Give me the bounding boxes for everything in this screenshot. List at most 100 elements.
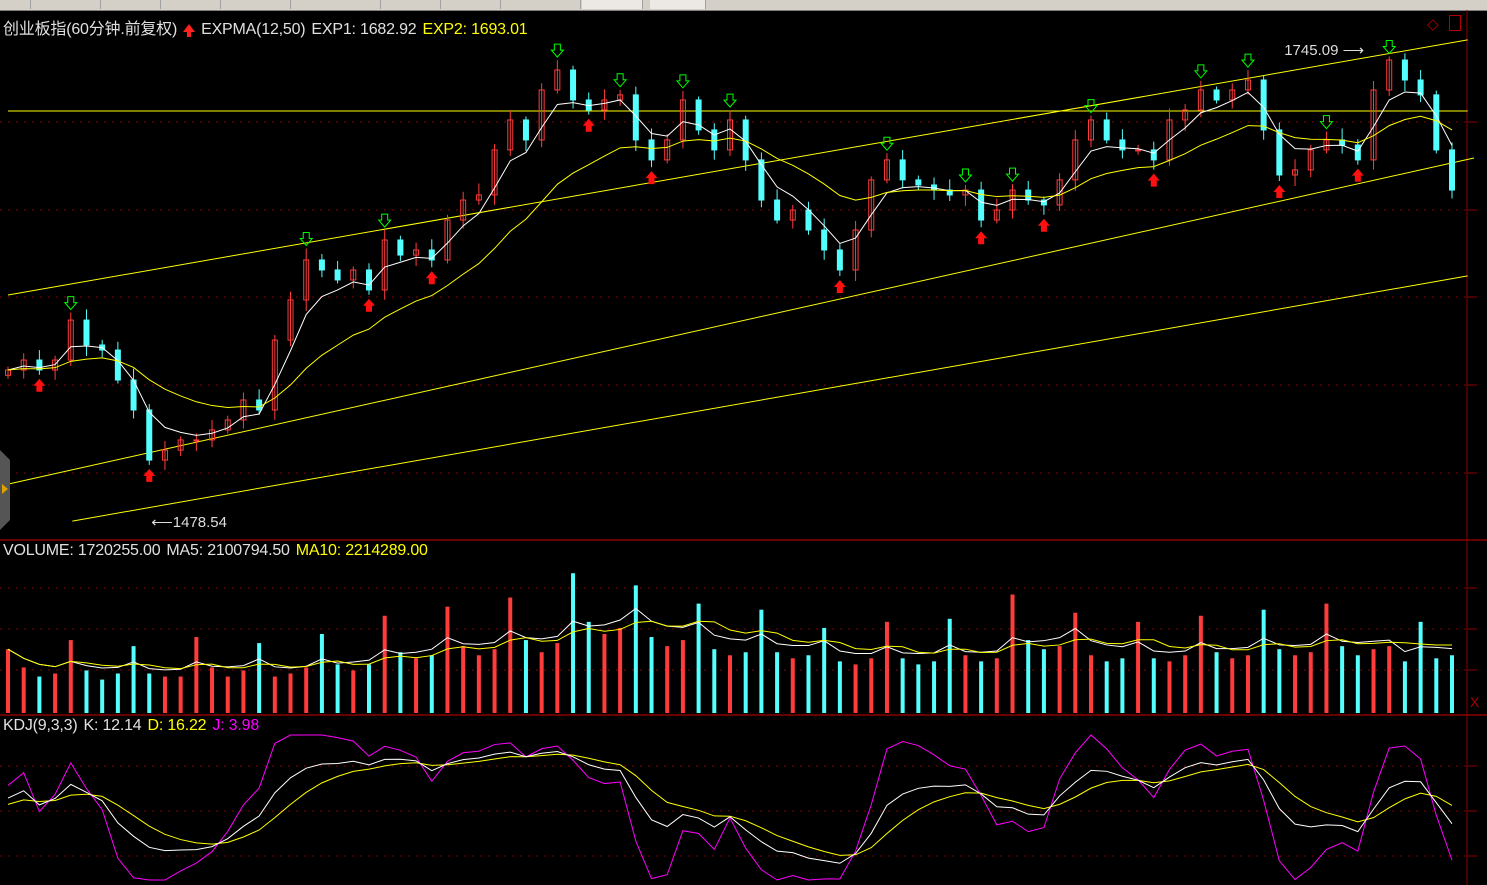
green-down-arrow-icon xyxy=(377,213,392,228)
candle-body xyxy=(83,319,90,346)
volume-bar xyxy=(194,637,199,713)
volume-bar xyxy=(21,667,26,713)
candle-body xyxy=(1119,139,1126,151)
candle-body xyxy=(1449,149,1455,191)
volume-bar xyxy=(429,655,434,713)
candle-body xyxy=(1276,129,1283,176)
tab[interactable] xyxy=(160,0,221,9)
candle-body xyxy=(946,189,953,196)
volume-bar xyxy=(53,673,58,713)
volume-bar xyxy=(100,679,105,713)
volume-bar xyxy=(1293,655,1298,713)
candle-body xyxy=(679,99,686,141)
volume-bar xyxy=(869,658,874,713)
tab[interactable] xyxy=(380,0,441,9)
candle-body xyxy=(381,239,388,291)
candle-body xyxy=(67,319,74,361)
candle-body xyxy=(554,69,561,91)
volume-bar xyxy=(712,649,717,713)
candle-body xyxy=(271,339,278,411)
green-down-arrow-icon xyxy=(1382,40,1397,55)
volume-bar xyxy=(351,670,356,713)
diamond-icon[interactable]: ◇ xyxy=(1427,16,1439,33)
red-up-arrow-icon xyxy=(1147,173,1160,187)
red-up-arrow-icon xyxy=(645,171,658,185)
volume-bar xyxy=(900,658,905,713)
kdj-k-line xyxy=(7,750,1453,864)
candle-body xyxy=(805,209,812,231)
volume-bar xyxy=(775,652,780,713)
volume-bar xyxy=(586,621,591,713)
volume-bar xyxy=(994,658,999,713)
tab[interactable] xyxy=(500,0,581,9)
candle-body xyxy=(538,89,545,141)
candle-body xyxy=(1040,199,1047,206)
volume-bar xyxy=(555,643,560,713)
volume-bar xyxy=(539,652,544,713)
trendline xyxy=(7,157,1475,485)
candle-body xyxy=(1213,89,1220,101)
candle-body xyxy=(397,239,404,256)
volume-bar xyxy=(523,640,528,713)
candle-body xyxy=(507,119,514,151)
candle-body xyxy=(915,179,922,186)
volume-bar xyxy=(304,667,309,713)
tab[interactable] xyxy=(582,0,643,9)
tab[interactable] xyxy=(290,0,381,9)
red-up-arrow-icon xyxy=(33,378,46,392)
volume-bar xyxy=(1277,649,1282,713)
candle-body xyxy=(868,179,875,231)
volume-bar xyxy=(837,661,842,713)
volume-bar xyxy=(115,673,120,713)
tab[interactable] xyxy=(0,0,31,9)
candle-body xyxy=(570,69,577,101)
tab[interactable] xyxy=(650,0,706,9)
trendline xyxy=(7,39,1468,296)
volume-bar xyxy=(1402,661,1407,713)
candle-body xyxy=(1292,169,1299,176)
volume-bar xyxy=(618,627,623,713)
volume-bar xyxy=(1057,646,1062,713)
scroll-marker-icon xyxy=(2,484,8,494)
close-panel-icon[interactable]: X xyxy=(1470,694,1480,710)
red-up-arrow-icon xyxy=(833,279,846,293)
candle-body xyxy=(287,299,294,341)
volume-bar xyxy=(1104,661,1109,713)
volume-bar xyxy=(225,676,230,713)
volume-bar xyxy=(743,652,748,713)
green-down-arrow-icon xyxy=(958,168,973,183)
volume-bar xyxy=(979,661,984,713)
green-down-arrow-icon xyxy=(1005,167,1020,182)
candle-body xyxy=(1386,59,1393,91)
green-down-arrow-icon xyxy=(1193,64,1208,79)
panel-toggle-icon[interactable] xyxy=(1449,15,1461,31)
volume-bar xyxy=(1418,621,1423,713)
candle-body xyxy=(836,249,843,271)
candle-body xyxy=(711,129,718,151)
volume-bar xyxy=(1214,652,1219,713)
volume-bar xyxy=(492,649,497,713)
tab[interactable] xyxy=(100,0,161,9)
volume-bar xyxy=(884,621,889,713)
tab[interactable] xyxy=(220,0,291,9)
volume-bar xyxy=(68,640,73,713)
volume-bar xyxy=(382,615,387,713)
tab[interactable] xyxy=(440,0,501,9)
candle-body xyxy=(256,399,263,411)
green-down-arrow-icon xyxy=(299,231,314,247)
kdj-legend: KDJ(9,3,3) K: 12.14 D: 16.22 J: 3.98 xyxy=(3,717,265,735)
volume-bar xyxy=(1041,649,1046,713)
candle-body xyxy=(209,429,216,441)
candle-body xyxy=(1072,139,1079,181)
candle-body xyxy=(852,229,859,271)
candle-body xyxy=(303,259,310,301)
tab[interactable] xyxy=(30,0,101,9)
volume-bar xyxy=(37,676,42,713)
candle-body xyxy=(350,269,357,281)
volume-bar xyxy=(241,670,246,713)
ma10-value: MA10: 2214289.00 xyxy=(295,542,428,559)
volume-bar xyxy=(728,655,732,713)
volume-bar xyxy=(1120,658,1125,713)
candle-body xyxy=(193,439,200,442)
